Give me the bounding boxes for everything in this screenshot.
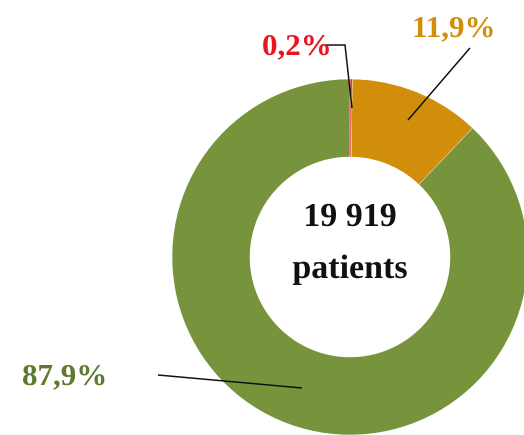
center-text: patients [292, 249, 407, 286]
leader-line [322, 44, 353, 109]
data-label: 11,9% [412, 9, 496, 44]
slice [171, 78, 524, 435]
center-text: 19 919 [303, 197, 397, 234]
data-label: 87,9% [22, 357, 107, 392]
data-label: 0,2% [262, 27, 332, 62]
leader-line [407, 47, 471, 121]
leader-line [157, 374, 303, 389]
